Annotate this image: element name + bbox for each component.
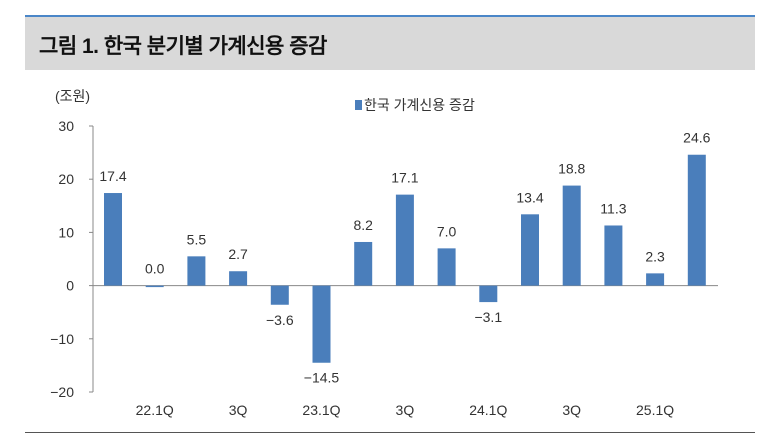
- bar: [604, 225, 623, 286]
- y-tick-label: −10: [50, 331, 74, 347]
- y-tick-label: 20: [58, 171, 74, 187]
- bar: [687, 154, 706, 286]
- x-tick-label: 3Q: [562, 402, 581, 418]
- data-label: 11.3: [600, 200, 626, 216]
- data-label: 13.4: [516, 189, 543, 205]
- x-tick-label: 24.1Q: [469, 402, 507, 418]
- data-label: 17.4: [99, 168, 126, 184]
- bar: [187, 256, 206, 286]
- x-tick-label: 22.1Q: [136, 402, 174, 418]
- data-label: −3.6: [266, 312, 294, 328]
- data-label: −14.5: [304, 370, 340, 386]
- data-label: 7.0: [437, 223, 457, 239]
- data-label: 2.3: [645, 248, 665, 264]
- bar: [270, 285, 289, 305]
- bar: [312, 285, 331, 363]
- bar: [646, 273, 665, 286]
- bottom-rule: [25, 432, 755, 433]
- data-label: 0.0: [145, 261, 165, 277]
- y-tick-label: 30: [58, 118, 74, 134]
- bar: [354, 241, 373, 286]
- legend-label: 한국 가계신용 증감: [364, 97, 475, 113]
- data-label: 24.6: [683, 130, 710, 146]
- y-tick-label: −20: [50, 384, 74, 400]
- title-bar: 그림 1. 한국 분기별 가계신용 증감: [25, 17, 755, 70]
- x-tick-label: 3Q: [396, 402, 415, 418]
- bar: [479, 285, 498, 303]
- data-label: 5.5: [187, 231, 207, 247]
- header-accent-line: [25, 15, 755, 17]
- figure-title: 그림 1. 한국 분기별 가계신용 증감: [39, 35, 327, 58]
- x-tick-label: 25.1Q: [636, 402, 674, 418]
- bar: [145, 285, 164, 288]
- data-label: 17.1: [391, 170, 418, 186]
- y-tick-label: 10: [58, 224, 74, 240]
- x-tick-label: 23.1Q: [302, 402, 340, 418]
- data-label: 8.2: [353, 217, 373, 233]
- legend-swatch: [355, 100, 362, 110]
- bar: [437, 248, 456, 286]
- data-label: −3.1: [474, 309, 502, 325]
- y-tick-label: 0: [66, 278, 74, 294]
- data-label: 2.7: [228, 246, 248, 262]
- bar: [521, 214, 539, 286]
- y-axis-unit: (조원): [55, 88, 90, 104]
- data-label: 18.8: [558, 161, 585, 177]
- bar: [562, 185, 581, 286]
- bar: [104, 193, 122, 286]
- x-tick-label: 3Q: [229, 402, 248, 418]
- bar: [229, 271, 248, 286]
- bar: [395, 194, 414, 286]
